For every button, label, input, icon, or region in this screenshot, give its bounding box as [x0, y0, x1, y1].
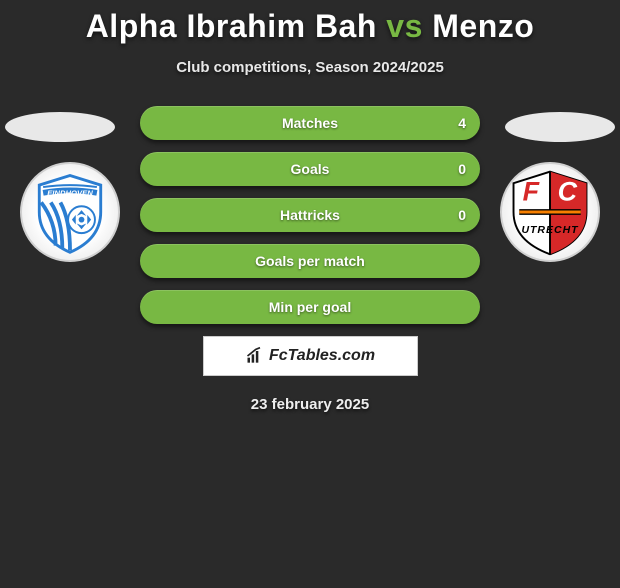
page-title: Alpha Ibrahim Bah vs Menzo [0, 8, 620, 45]
club-logo-left: EINDHOVEN [20, 162, 120, 262]
vs-text: vs [386, 8, 423, 44]
stat-label: Goals per match [255, 253, 365, 269]
stat-bar-goals: Goals 0 [140, 152, 480, 186]
subtitle: Club competitions, Season 2024/2025 [0, 59, 620, 76]
stat-value: 4 [458, 115, 466, 131]
stat-bars: Matches 4 Goals 0 Hattricks 0 Goals per … [140, 106, 480, 324]
stat-bar-min-per-goal: Min per goal [140, 290, 480, 324]
svg-text:UTRECHT: UTRECHT [521, 224, 579, 236]
svg-text:F: F [523, 176, 540, 206]
chart-icon [245, 346, 265, 366]
player2-name: Menzo [432, 8, 534, 44]
stat-bar-goals-per-match: Goals per match [140, 244, 480, 278]
utrecht-logo-icon: F C UTRECHT [502, 164, 598, 260]
stat-label: Goals [291, 161, 330, 177]
svg-text:EINDHOVEN: EINDHOVEN [47, 189, 93, 198]
stat-value: 0 [458, 161, 466, 177]
stat-label: Matches [282, 115, 338, 131]
stat-value: 0 [458, 207, 466, 223]
stat-label: Hattricks [280, 207, 340, 223]
comparison-content: EINDHOVEN F C UTRECHT Matches 4 [0, 106, 620, 413]
stat-label: Min per goal [269, 299, 351, 315]
player2-name-pill [505, 112, 615, 142]
club-logo-right: F C UTRECHT [500, 162, 600, 262]
stat-bar-matches: Matches 4 [140, 106, 480, 140]
eindhoven-logo-icon: EINDHOVEN [22, 164, 118, 260]
player1-name: Alpha Ibrahim Bah [86, 8, 377, 44]
svg-text:C: C [558, 176, 578, 206]
date-text: 23 february 2025 [0, 396, 620, 413]
brand-box[interactable]: FcTables.com [203, 336, 418, 376]
player1-name-pill [5, 112, 115, 142]
stat-bar-hattricks: Hattricks 0 [140, 198, 480, 232]
brand-text: FcTables.com [269, 347, 375, 365]
